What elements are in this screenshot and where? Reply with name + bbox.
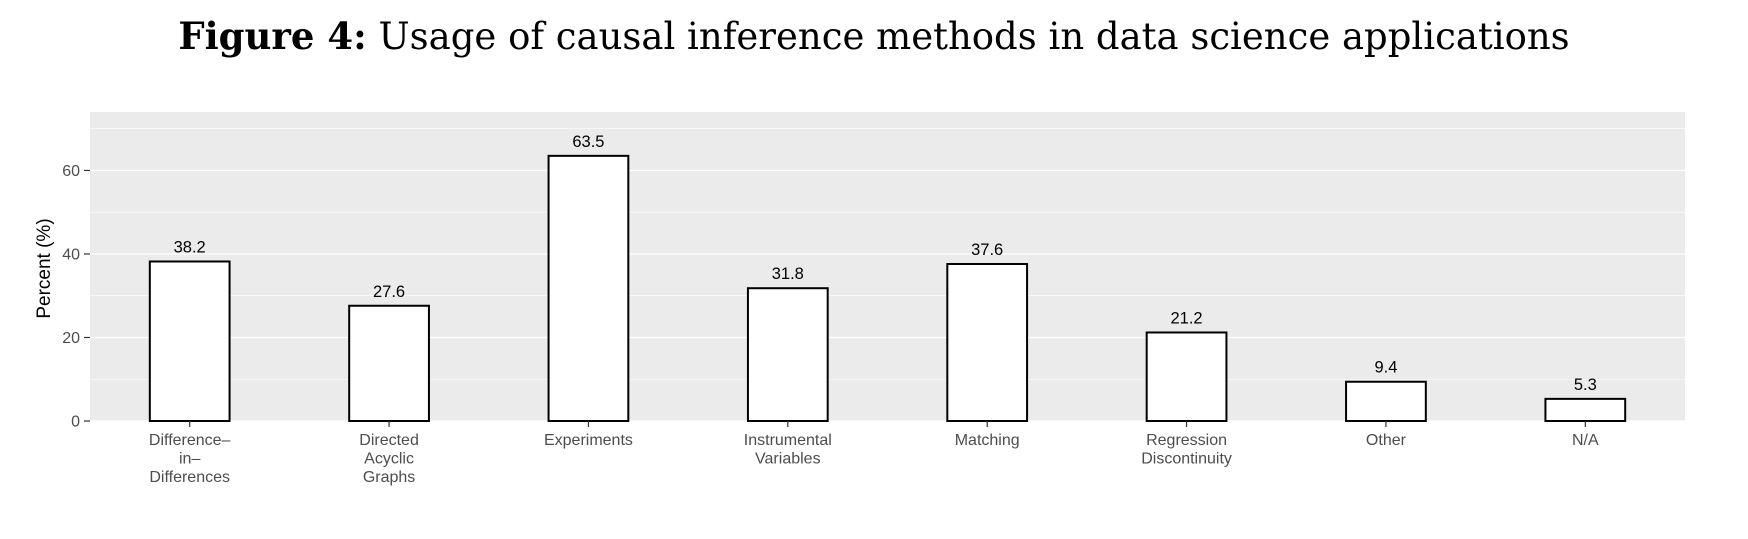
figure-caption: Usage of causal inference methods in dat…	[378, 15, 1570, 58]
bar	[1345, 380, 1427, 423]
x-tick-label: Regression Discontinuity	[1141, 432, 1232, 468]
bar-value-label: 63.5	[572, 133, 604, 151]
y-tick-label: 60	[62, 163, 80, 180]
bar-value-label: 5.3	[1574, 376, 1597, 394]
x-tick-label: Difference– in– Differences	[149, 432, 231, 486]
figure-title: Figure 4: Usage of causal inference meth…	[0, 14, 1748, 58]
bar	[547, 154, 630, 422]
bar	[1145, 331, 1228, 422]
bar	[746, 287, 829, 422]
x-axis: Difference– in– Differences Directed Acyclic…	[149, 421, 1599, 486]
bar-value-label: 31.8	[772, 265, 804, 283]
y-tick-label: 20	[62, 330, 80, 347]
bars: 38.2 27.6 63.5 31.8 37.6 21.2 9.4 5.3	[148, 133, 1627, 423]
x-tick-label: Matching	[955, 432, 1020, 449]
bar-value-label: 37.6	[971, 241, 1003, 259]
bar	[1544, 397, 1627, 423]
bar-value-label: 38.2	[174, 238, 206, 256]
bar-value-label: 27.6	[373, 283, 405, 301]
bar	[148, 260, 231, 422]
y-axis-title: Percent (%)	[34, 218, 55, 318]
x-tick-label: N/A	[1572, 432, 1599, 449]
y-tick-label: 0	[71, 414, 80, 431]
figure-label: Figure 4:	[178, 14, 367, 58]
plot-panel	[90, 112, 1685, 421]
x-tick-label: Directed Acyclic Graphs	[359, 432, 419, 486]
bar-value-label: 21.2	[1171, 309, 1203, 327]
bar-value-label: 9.4	[1374, 359, 1397, 377]
x-tick-label: Other	[1366, 432, 1407, 449]
x-tick-label: Instrumental Variables	[744, 432, 832, 468]
y-tick-label: 40	[62, 246, 80, 263]
x-tick-label: Experiments	[544, 432, 633, 449]
bar	[348, 304, 430, 422]
bar	[946, 262, 1029, 422]
y-axis: 0 20 40 60	[62, 163, 90, 431]
